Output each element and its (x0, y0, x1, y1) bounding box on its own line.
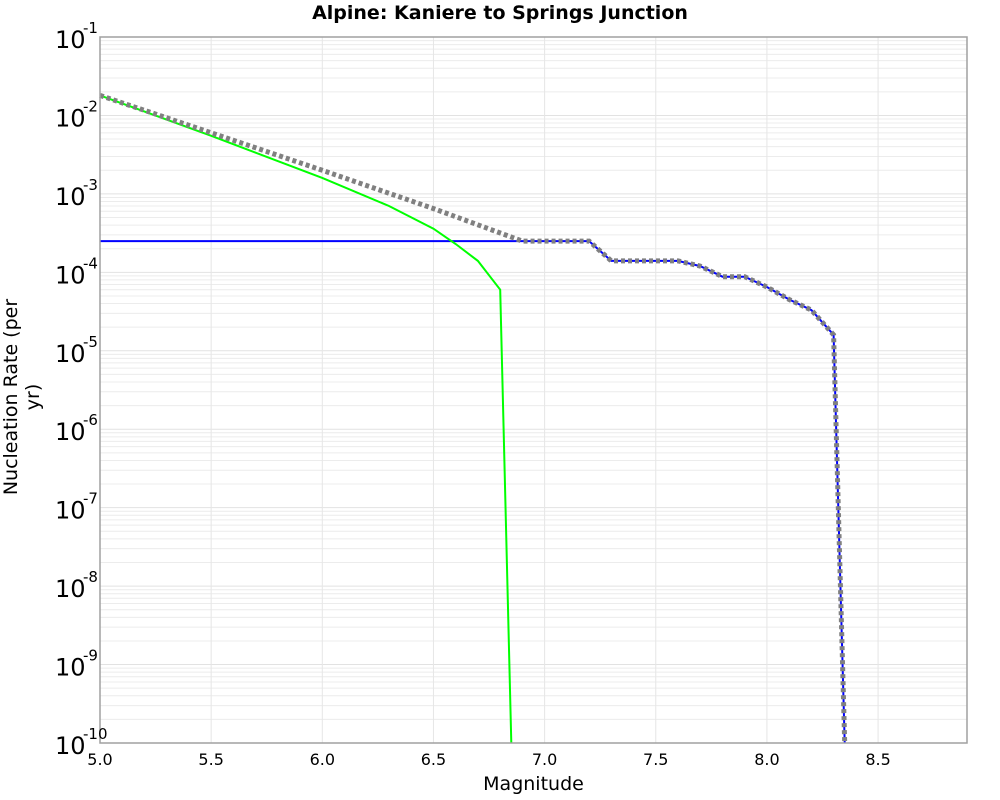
x-tick-label: 5.5 (198, 750, 223, 769)
x-tick-label: 5.0 (87, 750, 112, 769)
y-tick-exponent: -2 (83, 97, 98, 115)
y-tick-exponent: -7 (83, 490, 98, 508)
x-tick-label: 8.0 (754, 750, 779, 769)
x-tick-label: 6.0 (310, 750, 335, 769)
y-tick-label: 10 (55, 418, 86, 446)
y-tick-exponent: -9 (83, 647, 98, 665)
y-tick-exponent: -1 (83, 19, 98, 37)
series-line (99, 94, 513, 744)
y-tick-label: 10 (55, 340, 86, 368)
grid-lines (99, 37, 967, 744)
y-tick-exponent: -8 (83, 568, 98, 586)
x-tick-label: 8.5 (865, 750, 890, 769)
y-tick-exponent: -10 (83, 725, 108, 743)
y-tick-label: 10 (55, 261, 86, 289)
x-axis-label: Magnitude (483, 773, 584, 795)
y-tick-label: 10 (55, 732, 86, 760)
chart-title: Alpine: Kaniere to Springs Junction (312, 2, 688, 24)
y-tick-exponent: -5 (83, 333, 98, 351)
y-axis-ticks: 10-110-210-310-410-510-610-710-810-910-1… (55, 19, 108, 760)
x-tick-label: 7.5 (643, 750, 668, 769)
y-tick-label: 10 (55, 497, 86, 525)
series-line (99, 93, 848, 744)
data-series (99, 93, 848, 744)
x-tick-label: 6.5 (421, 750, 446, 769)
y-tick-exponent: -4 (83, 254, 98, 272)
y-tick-label: 10 (55, 26, 86, 54)
y-tick-exponent: -6 (83, 411, 98, 429)
x-axis-ticks: 5.0 5.5 6.0 6.5 7.0 7.5 8.0 8.5 (87, 750, 891, 769)
plot-frame (99, 36, 968, 744)
y-tick-exponent: -3 (83, 176, 98, 194)
y-tick-label: 10 (55, 104, 86, 132)
y-tick-label: 10 (55, 183, 86, 211)
y-tick-label: 10 (55, 654, 86, 682)
x-tick-label: 7.0 (532, 750, 557, 769)
y-tick-label: 10 (55, 575, 86, 603)
